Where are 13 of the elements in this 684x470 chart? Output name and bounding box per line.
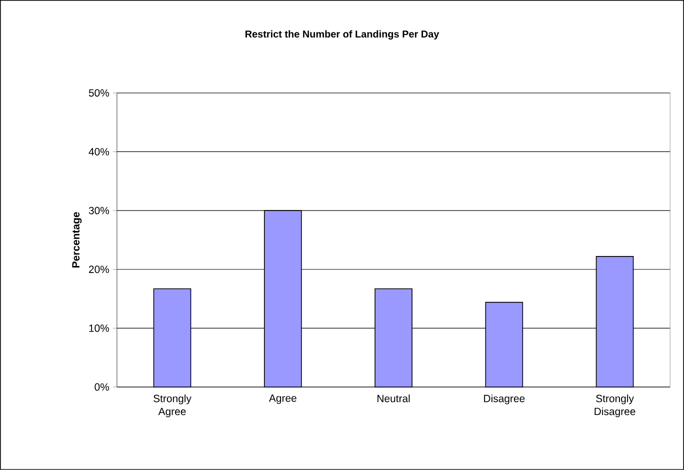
y-tick-label: 30%: [88, 206, 110, 214]
x-tick-label: Disagree: [484, 394, 525, 404]
x-tick-label: Agree: [268, 394, 296, 404]
x-tick-label: Strongly Disagree: [594, 394, 636, 418]
y-tick-label: 20%: [89, 266, 110, 274]
y-tick-label: 50%: [88, 89, 110, 97]
y-axis-title: Percentage: [72, 212, 82, 268]
y-tick-label: 40%: [88, 148, 110, 156]
y-tick-label: 0%: [94, 383, 110, 391]
chart-title: Restrict the Number of Landings Per Day: [245, 30, 440, 40]
x-tick-label: Neutral: [378, 394, 410, 402]
x-tick-label: Strongly Agree: [154, 394, 192, 418]
y-tick-label: 10%: [89, 324, 110, 332]
